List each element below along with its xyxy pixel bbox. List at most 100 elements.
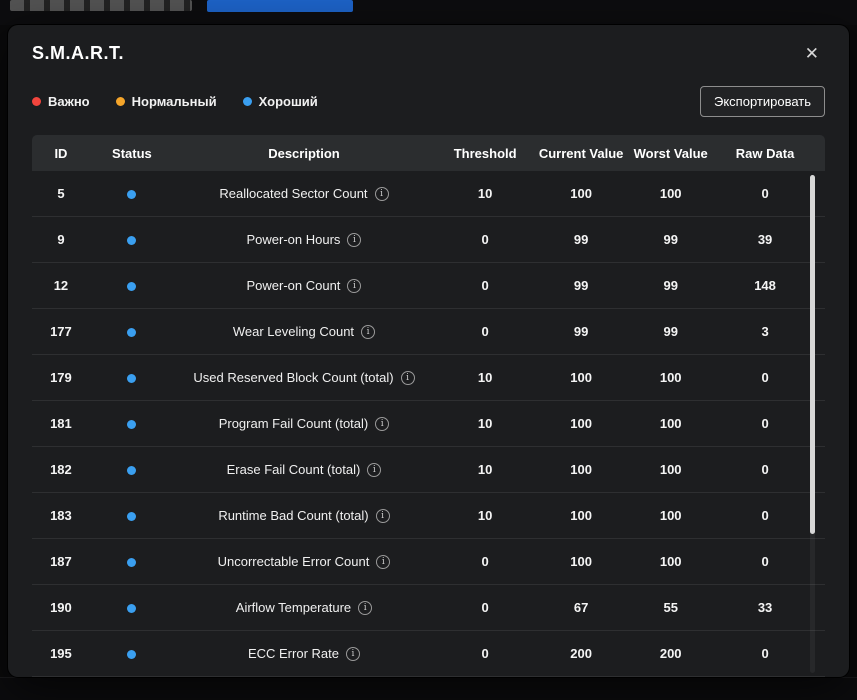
row-threshold: 10 [434,186,536,201]
row-status [90,462,174,477]
table-row: 181 Program Fail Count (total) i 10 100 … [32,401,825,447]
row-description-text: Airflow Temperature [236,600,351,615]
status-dot-icon [127,374,136,383]
row-status [90,370,174,385]
row-status [90,416,174,431]
dialog-header: S.M.A.R.T. ✕ [32,41,825,66]
background-text-remnant [10,0,192,11]
info-icon[interactable]: i [401,371,415,385]
row-current-value: 200 [536,646,626,661]
critical-dot-icon [32,97,41,106]
row-id: 187 [32,554,90,569]
row-threshold: 0 [434,232,536,247]
legend-label-good: Хороший [259,94,318,109]
row-description: Wear Leveling Count i [174,324,434,339]
row-id: 182 [32,462,90,477]
info-icon[interactable]: i [361,325,375,339]
column-header-raw-data: Raw Data [716,146,815,161]
row-status [90,324,174,339]
info-icon[interactable]: i [347,233,361,247]
row-id: 9 [32,232,90,247]
background-bottombar [0,677,857,700]
row-worst-value: 100 [626,186,716,201]
row-id: 179 [32,370,90,385]
row-current-value: 100 [536,508,626,523]
table-row: 5 Reallocated Sector Count i 10 100 100 … [32,171,825,217]
good-dot-icon [243,97,252,106]
row-description: Power-on Hours i [174,232,434,247]
row-description-text: ECC Error Rate [248,646,339,661]
row-current-value: 100 [536,462,626,477]
row-raw-data: 3 [716,324,815,339]
smart-table: ID Status Description Threshold Current … [32,135,825,677]
row-raw-data: 0 [716,508,815,523]
table-body: 5 Reallocated Sector Count i 10 100 100 … [32,171,825,677]
info-icon[interactable]: i [376,509,390,523]
row-current-value: 100 [536,186,626,201]
background-topbar [0,0,857,25]
smart-dialog: S.M.A.R.T. ✕ Важно Нормальный Хороший Эк… [8,25,849,677]
row-id: 12 [32,278,90,293]
row-id: 181 [32,416,90,431]
column-header-id: ID [32,146,90,161]
row-current-value: 99 [536,324,626,339]
close-icon[interactable]: ✕ [799,41,825,66]
row-id: 183 [32,508,90,523]
row-threshold: 0 [434,278,536,293]
row-worst-value: 55 [626,600,716,615]
row-threshold: 0 [434,324,536,339]
info-icon[interactable]: i [376,555,390,569]
row-current-value: 99 [536,278,626,293]
row-description-text: Reallocated Sector Count [219,186,367,201]
info-icon[interactable]: i [358,601,372,615]
row-threshold: 10 [434,462,536,477]
column-header-current-value: Current Value [536,146,626,161]
scrollbar-track[interactable] [810,175,815,673]
table-row: 183 Runtime Bad Count (total) i 10 100 1… [32,493,825,539]
row-worst-value: 100 [626,462,716,477]
row-description-text: Wear Leveling Count [233,324,354,339]
row-worst-value: 200 [626,646,716,661]
row-current-value: 100 [536,416,626,431]
table-row: 9 Power-on Hours i 0 99 99 39 [32,217,825,263]
info-icon[interactable]: i [375,417,389,431]
info-icon[interactable]: i [367,463,381,477]
row-worst-value: 100 [626,416,716,431]
info-icon[interactable]: i [347,279,361,293]
row-current-value: 100 [536,554,626,569]
row-description: Used Reserved Block Count (total) i [174,370,434,385]
row-status [90,554,174,569]
status-dot-icon [127,650,136,659]
row-description-text: Program Fail Count (total) [219,416,369,431]
export-button[interactable]: Экспортировать [700,86,825,117]
legend-row: Важно Нормальный Хороший Экспортировать [32,86,825,117]
row-status [90,278,174,293]
table-row: 187 Uncorrectable Error Count i 0 100 10… [32,539,825,585]
table-row: 182 Erase Fail Count (total) i 10 100 10… [32,447,825,493]
row-description: Reallocated Sector Count i [174,186,434,201]
status-dot-icon [127,328,136,337]
row-worst-value: 99 [626,278,716,293]
background-blue-button [207,0,353,12]
row-raw-data: 0 [716,462,815,477]
status-dot-icon [127,420,136,429]
row-id: 5 [32,186,90,201]
info-icon[interactable]: i [346,647,360,661]
row-description: Runtime Bad Count (total) i [174,508,434,523]
scrollbar-thumb[interactable] [810,175,815,534]
column-header-worst-value: Worst Value [626,146,716,161]
row-description-text: Power-on Count [246,278,340,293]
table-row: 179 Used Reserved Block Count (total) i … [32,355,825,401]
row-worst-value: 100 [626,554,716,569]
row-status [90,186,174,201]
row-raw-data: 148 [716,278,815,293]
row-worst-value: 100 [626,370,716,385]
status-dot-icon [127,558,136,567]
row-raw-data: 0 [716,416,815,431]
info-icon[interactable]: i [375,187,389,201]
row-status [90,646,174,661]
row-id: 177 [32,324,90,339]
row-description: Erase Fail Count (total) i [174,462,434,477]
column-header-threshold: Threshold [434,146,536,161]
normal-dot-icon [116,97,125,106]
